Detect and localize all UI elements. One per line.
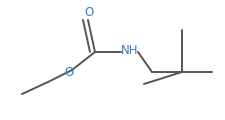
Text: O: O (84, 6, 93, 18)
Text: O: O (64, 66, 73, 78)
Text: NH: NH (121, 44, 138, 57)
